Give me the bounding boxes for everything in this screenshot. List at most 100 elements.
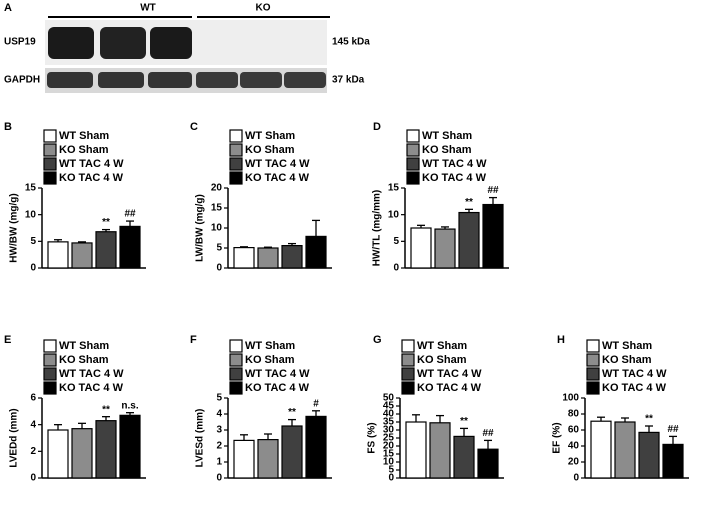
legend-label: WT TAC 4 W	[422, 158, 487, 170]
y-tick-label: 45	[383, 401, 395, 412]
y-tick-label: 0	[388, 473, 394, 484]
significance-label: #	[313, 398, 319, 409]
bar	[453, 435, 475, 479]
panel-letter: D	[373, 121, 381, 133]
legend-label: WT Sham	[59, 340, 109, 352]
bar	[71, 428, 93, 479]
legend-swatch	[586, 367, 600, 381]
significance-label: **	[102, 217, 110, 228]
legend-label: KO TAC 4 W	[59, 382, 124, 394]
blot-band	[148, 72, 192, 88]
y-tick-label: 10	[388, 209, 400, 220]
legend-label: KO Sham	[59, 354, 109, 366]
y-tick-label: 0	[30, 473, 36, 484]
y-axis-label: HW/BW (mg/g)	[9, 193, 20, 262]
legend-swatch	[229, 171, 243, 185]
y-tick-label: 5	[388, 465, 394, 476]
blot-band	[240, 72, 282, 88]
legend-swatch	[229, 129, 243, 143]
legend-label: KO TAC 4 W	[422, 172, 487, 184]
legend-swatch	[229, 367, 243, 381]
legend-label: KO Sham	[59, 144, 109, 156]
y-tick-label: 6	[30, 393, 36, 404]
group-label: WT	[140, 3, 156, 14]
significance-label: **	[102, 404, 110, 415]
significance-label: **	[460, 416, 468, 427]
protein-label: USP19	[4, 37, 36, 48]
panel-letter: G	[373, 334, 382, 346]
panel-letter: E	[4, 334, 11, 346]
bar	[233, 439, 255, 479]
legend-swatch	[401, 339, 415, 353]
y-tick-label: 30	[383, 425, 395, 436]
legend-label: KO TAC 4 W	[417, 382, 482, 394]
y-tick-label: 2	[216, 441, 222, 452]
bar	[405, 421, 427, 479]
bar	[614, 421, 636, 479]
bar	[410, 227, 432, 269]
y-tick-label: 15	[211, 203, 223, 214]
panel-letter: F	[190, 334, 197, 346]
y-tick-label: 20	[211, 183, 223, 194]
bar	[257, 439, 279, 479]
legend-label: WT Sham	[245, 130, 295, 142]
bar	[482, 203, 504, 269]
legend-swatch	[586, 339, 600, 353]
y-tick-label: 20	[383, 441, 395, 452]
legend-swatch	[406, 143, 420, 157]
bar	[233, 247, 255, 269]
y-tick-label: 3	[216, 425, 222, 436]
legend-label: KO Sham	[602, 354, 652, 366]
size-label: 37 kDa	[332, 75, 365, 86]
bar	[47, 429, 69, 479]
legend-swatch	[43, 129, 57, 143]
y-tick-label: 2	[30, 446, 36, 457]
y-axis-label: LVESd (mm)	[195, 409, 206, 468]
bar	[281, 245, 303, 269]
y-tick-label: 40	[383, 409, 395, 420]
bar	[257, 247, 279, 269]
y-tick-label: 0	[573, 473, 579, 484]
legend-swatch	[229, 353, 243, 367]
significance-label: n.s.	[121, 400, 138, 411]
significance-label: **	[645, 414, 653, 425]
y-tick-label: 15	[388, 183, 400, 194]
legend-label: WT TAC 4 W	[245, 368, 310, 380]
legend-label: KO TAC 4 W	[245, 382, 310, 394]
legend-label: WT Sham	[422, 130, 472, 142]
legend-swatch	[406, 129, 420, 143]
legend-label: WT TAC 4 W	[602, 368, 667, 380]
blot-band	[47, 72, 93, 88]
legend-label: KO Sham	[417, 354, 467, 366]
blot-band	[100, 27, 146, 59]
y-tick-label: 15	[25, 183, 37, 194]
blot-band	[48, 27, 94, 59]
group-label: KO	[256, 3, 271, 14]
y-tick-label: 100	[562, 393, 579, 404]
bar	[95, 420, 117, 479]
bar	[458, 211, 480, 269]
legend-swatch	[43, 381, 57, 395]
y-tick-label: 0	[393, 263, 399, 274]
panel-letter: C	[190, 121, 198, 133]
y-tick-label: 5	[30, 236, 36, 247]
size-label: 145 kDa	[332, 37, 370, 48]
bar	[662, 443, 684, 479]
y-tick-label: 80	[568, 409, 580, 420]
y-axis-label: LVEDd (mm)	[9, 408, 20, 467]
bar	[47, 241, 69, 269]
bar	[119, 414, 141, 479]
legend-label: WT TAC 4 W	[245, 158, 310, 170]
y-tick-label: 1	[216, 457, 222, 468]
y-tick-label: 4	[30, 419, 36, 430]
panel-letter: H	[557, 334, 565, 346]
legend-label: KO TAC 4 W	[245, 172, 310, 184]
bar	[434, 228, 456, 269]
legend-swatch	[586, 381, 600, 395]
bar	[477, 448, 499, 479]
legend-label: KO TAC 4 W	[602, 382, 667, 394]
blot-band	[98, 72, 144, 88]
significance-label: ##	[667, 424, 679, 435]
bar	[305, 415, 327, 479]
bar	[590, 420, 612, 479]
